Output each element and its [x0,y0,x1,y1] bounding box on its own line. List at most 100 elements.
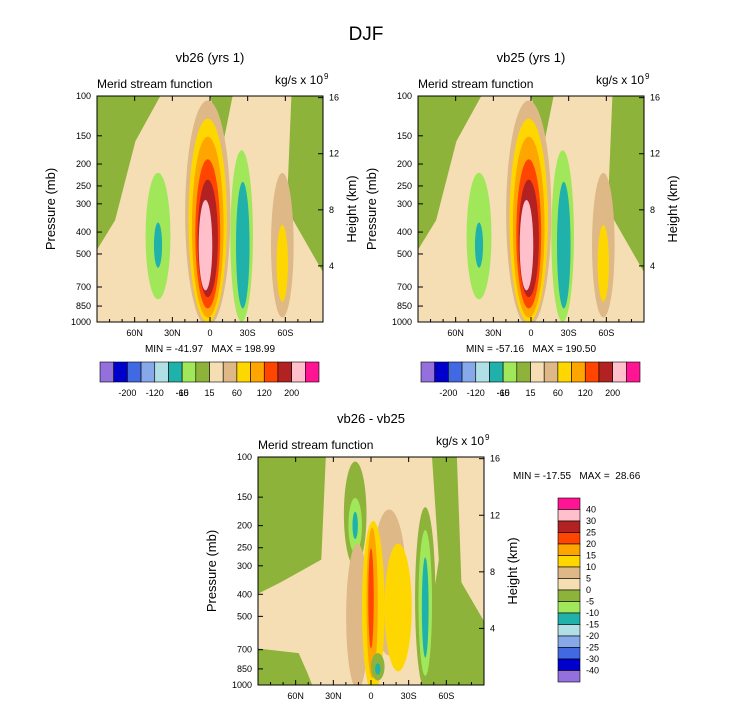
units-exponent: 9 [645,72,650,81]
colorbar-label: 120 [578,388,593,398]
y-axis-label: Pressure (mb) [43,168,58,250]
colorbar-box [154,361,169,383]
colorbar-label: 200 [284,388,299,398]
colorbar-box [140,361,156,383]
panel-vb25: 60N 30N 0 30S 60S 100 150 200 250 300 400 500 700 850… [364,50,680,398]
colorbar-box [557,532,581,545]
contour-fill [258,648,313,685]
contour-fill [421,557,429,658]
colorbar-box [236,361,251,383]
y-tick-label: 1000 [232,680,252,690]
y-tick-label: 150 [237,492,252,502]
colorbar-label: 10 [586,562,596,572]
colorbar-label: -15 [586,620,599,630]
y-axis-label: Pressure (mb) [204,530,219,612]
colorbar-box [557,578,581,591]
colorbar-box [420,361,435,383]
colorbar-box [448,361,463,383]
y-tick-label: 250 [397,181,412,191]
colorbar-label: 15 [586,551,596,561]
y-tick-label: 300 [76,199,91,209]
panel-difference: 60N 30N 0 30S 60S100150200250300400500700850… [204,411,641,701]
colorbar-box [502,361,518,383]
colorbar-box [209,361,224,383]
contour-fills [97,96,323,322]
y-tick-label: 100 [76,91,91,101]
height-tick-label: 12 [329,149,339,159]
y-tick-label: 400 [76,227,91,237]
colorbar-label: -5 [586,597,594,607]
colorbar-box [557,635,581,648]
colorbar-label: -200 [439,388,457,398]
y-tick-label: 250 [76,181,91,191]
x-tick-label: 30S [401,691,417,701]
colorbar-box [543,361,559,383]
y-tick-label: 700 [237,645,252,655]
colorbar-box [612,361,627,383]
colorbar-label: 60 [553,388,563,398]
colorbar-box [127,361,142,383]
colorbar-box [571,361,586,383]
y-tick-label: 500 [237,611,252,621]
units-exponent: 9 [324,72,329,81]
colorbar-box [584,361,600,383]
colorbar-label: 20 [586,539,596,549]
y-tick-label: 850 [76,301,91,311]
panel-title: vb26 - vb25 [337,411,405,426]
y-tick-label: 200 [76,159,91,169]
colorbar-label: -25 [586,643,599,653]
height-tick-label: 16 [490,454,500,464]
y-tick-label: 700 [76,282,91,292]
colorbar-label: -120 [467,388,485,398]
contour-fill [153,222,163,268]
colorbar-label: -200 [118,388,136,398]
contour-fill [597,224,609,302]
y-tick-label: 300 [237,561,252,571]
x-tick-label: 30N [485,328,502,338]
left-label: Merid stream function [418,77,533,91]
x-tick-label: 0 [368,691,373,701]
units-label: kg/s x 10 [275,73,323,87]
y-tick-label: 150 [76,131,91,141]
colorbar-label: -120 [146,388,164,398]
y-tick-label: 400 [237,589,252,599]
height-tick-label: 8 [650,205,655,215]
height-tick-label: 4 [329,261,334,271]
colorbar-box [461,361,477,383]
colorbar-label: 5 [586,574,591,584]
colorbar-box [557,612,581,625]
x-tick-label: 60N [126,328,143,338]
x-tick-label: 60N [287,691,304,701]
colorbar-label: -20 [586,631,599,641]
colorbar-label: 30 [586,516,596,526]
colorbar-box [557,647,581,660]
contour-fills [258,457,484,685]
colorbar-box [277,361,292,383]
colorbar-box [250,361,265,383]
y-tick-label: 500 [397,249,412,259]
colorbar-label: -10 [586,608,599,618]
colorbar-box [557,520,581,533]
height-tick-label: 8 [329,205,334,215]
colorbar-box [557,543,581,556]
panel-title: vb26 (yrs 1) [176,50,245,65]
colorbar-box [557,555,581,568]
x-tick-label: 60S [598,328,614,338]
colorbar-box [263,361,279,383]
y-tick-label: 250 [237,543,252,553]
y-tick-label: 500 [76,249,91,259]
colorbar-label: 0 [586,585,591,595]
min-max-stats: MIN = -17.55 MAX = 28.66 [513,471,641,482]
height-tick-label: 16 [650,93,660,103]
colorbar-box [557,566,581,579]
height-tick-label: 8 [490,567,495,577]
colorbar-box [181,361,197,383]
contour-fill [368,548,374,649]
colorbar-box [557,658,581,671]
colorbar-box [557,601,581,614]
colorbar-label: 120 [257,388,272,398]
y-tick-label: 400 [397,227,412,237]
y-tick-label: 200 [237,521,252,531]
y-tick-label: 300 [397,199,412,209]
units-label: kg/s x 10 [596,73,644,87]
